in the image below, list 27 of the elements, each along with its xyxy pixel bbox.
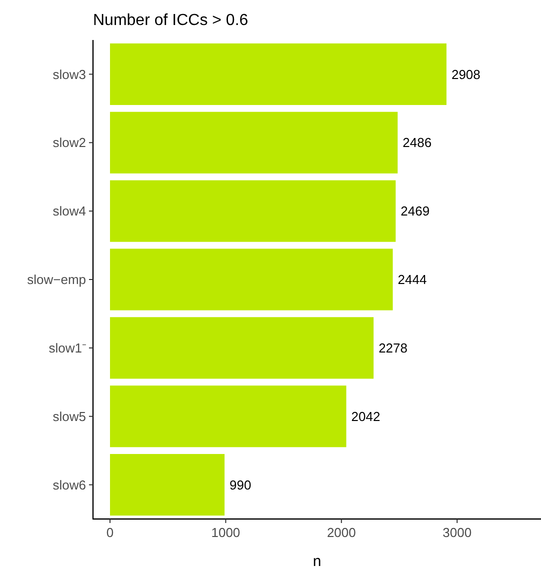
data-label: 2469 [400, 204, 430, 219]
data-label: 2042 [351, 408, 380, 424]
bar [110, 317, 374, 379]
bar [110, 248, 393, 310]
y-tick-label: slow1⁻ [48, 340, 86, 356]
data-label: 2908 [451, 66, 480, 82]
y-tick-label: slow3 [52, 66, 86, 82]
bar [110, 386, 346, 448]
x-tick-label: 2000 [326, 525, 356, 540]
x-tick-label: 3000 [442, 525, 472, 540]
y-tick-label: slow4 [52, 204, 86, 219]
y-tick-label: slow−emp [27, 272, 86, 288]
data-label: 2278 [378, 340, 408, 356]
bar [110, 180, 396, 242]
x-tick-label: 0 [106, 525, 114, 540]
y-tick-label: slow5 [52, 408, 86, 424]
x-axis-title: n [312, 553, 322, 570]
data-label: 2444 [398, 272, 427, 288]
bar [110, 454, 225, 516]
y-tick-label: slow2 [52, 135, 86, 150]
chart-title: Number of ICCs > 0.6 [93, 12, 248, 29]
data-label: 2486 [402, 135, 432, 150]
bar [110, 112, 398, 174]
y-tick-label: slow6 [52, 477, 86, 492]
bar [110, 43, 446, 106]
x-tick-label: 1000 [211, 525, 240, 540]
data-label: 990 [230, 477, 252, 492]
